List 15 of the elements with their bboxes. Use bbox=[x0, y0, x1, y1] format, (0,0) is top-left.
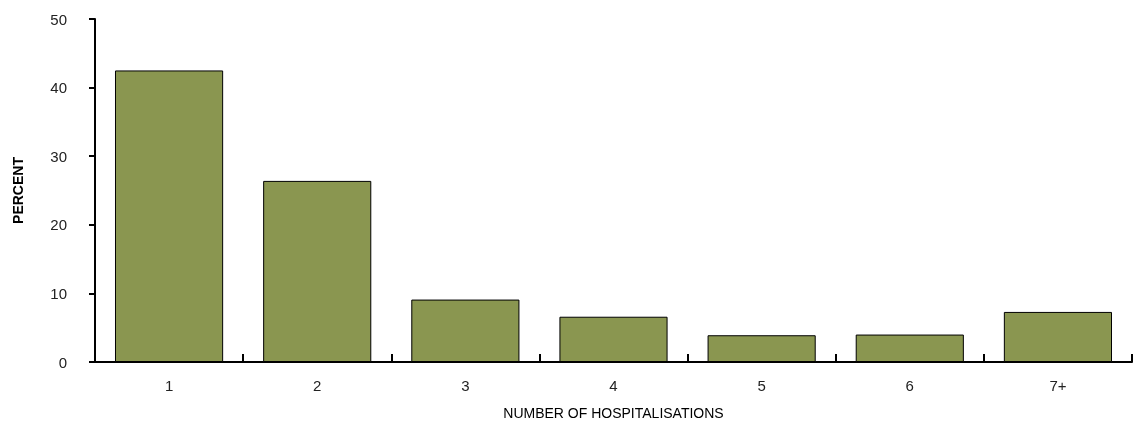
y-tick-label: 20 bbox=[50, 216, 67, 234]
x-tick-label: 1 bbox=[164, 377, 174, 394]
y-tick-label: 0 bbox=[58, 353, 67, 371]
y-tick-label: 10 bbox=[50, 284, 67, 302]
x-tick-label: 3 bbox=[461, 377, 470, 394]
y-tick-label: 50 bbox=[50, 10, 67, 28]
x-tick-label: 5 bbox=[757, 377, 766, 394]
x-tick-label: 2 bbox=[313, 377, 322, 394]
y-axis-title: PERCENT bbox=[10, 156, 26, 224]
x-tick-label: 6 bbox=[905, 377, 914, 394]
x-axis-title: NUMBER OF HOSPITALISATIONS bbox=[503, 405, 724, 421]
y-tick-label: 30 bbox=[50, 147, 67, 165]
x-tick-label: 7+ bbox=[1049, 377, 1067, 394]
x-tick-label: 4 bbox=[609, 377, 618, 394]
y-tick-label: 40 bbox=[50, 79, 67, 97]
